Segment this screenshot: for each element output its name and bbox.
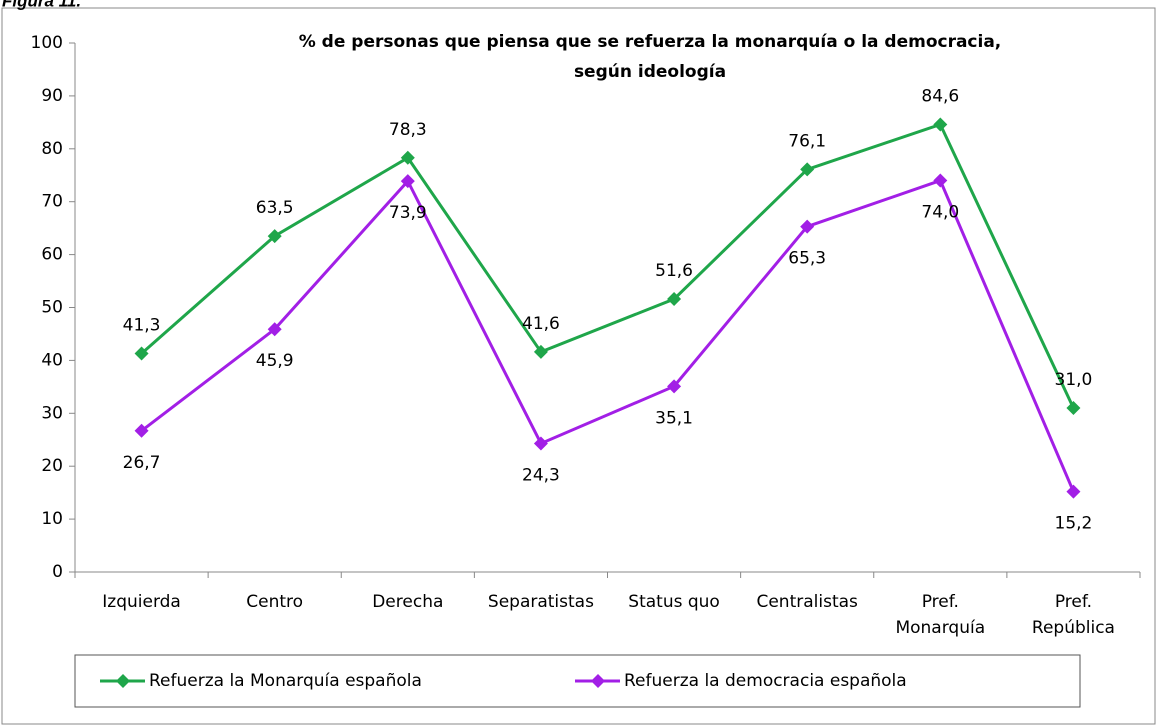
x-tick-label: Status quo <box>628 592 720 612</box>
chart-title: según ideología <box>574 62 726 82</box>
y-tick-label: 100 <box>31 33 63 53</box>
series-line <box>140 122 1075 409</box>
marker <box>667 379 682 394</box>
data-label: 84,6 <box>921 86 959 106</box>
marker <box>533 344 548 359</box>
x-tick-label: Pref. República <box>1032 592 1115 638</box>
data-label: 41,3 <box>123 316 161 336</box>
data-label: 15,2 <box>1055 514 1093 534</box>
marker <box>933 117 948 132</box>
marker <box>134 346 149 361</box>
y-tick-label: 20 <box>41 456 63 476</box>
legend-marker <box>591 674 605 688</box>
data-label: 31,0 <box>1055 370 1093 390</box>
marker <box>400 174 415 189</box>
y-tick-label: 30 <box>41 403 63 423</box>
marker <box>667 292 682 307</box>
data-label: 73,9 <box>389 203 427 223</box>
series-line <box>140 178 1075 493</box>
x-tick-label: Derecha <box>372 592 443 612</box>
marker <box>800 219 815 234</box>
marker <box>800 162 815 177</box>
data-label: 74,0 <box>921 203 959 223</box>
marker <box>533 436 548 451</box>
data-label: 45,9 <box>256 351 294 371</box>
x-tick-label: Centralistas <box>756 592 858 612</box>
figure-label: Figura 11. <box>2 0 81 10</box>
marker <box>267 229 282 244</box>
marker <box>1066 484 1081 499</box>
data-label: 65,3 <box>788 249 826 269</box>
legend <box>74 654 1081 708</box>
data-label: 41,6 <box>522 314 560 334</box>
x-tick-label: Separatistas <box>488 592 594 612</box>
data-label: 35,1 <box>655 408 693 428</box>
y-tick-label: 70 <box>41 192 63 212</box>
y-tick-label: 60 <box>41 245 63 265</box>
data-label: 51,6 <box>655 261 693 281</box>
y-tick-label: 50 <box>41 298 63 318</box>
data-label: 26,7 <box>123 453 161 473</box>
data-label: 76,1 <box>788 131 826 151</box>
x-tick-label: Pref. Monarquía <box>895 592 985 638</box>
data-label: 78,3 <box>389 120 427 140</box>
legend-label: Refuerza la democracia española <box>624 671 907 691</box>
legend-marker <box>116 674 130 688</box>
y-tick-label: 0 <box>52 562 63 582</box>
y-tick-label: 40 <box>41 350 63 370</box>
legend-label: Refuerza la Monarquía española <box>149 671 422 691</box>
data-label: 24,3 <box>522 465 560 485</box>
marker <box>1066 401 1081 416</box>
marker <box>267 322 282 337</box>
marker <box>134 423 149 438</box>
x-tick-label: Centro <box>246 592 303 612</box>
data-label: 63,5 <box>256 198 294 218</box>
marker <box>933 173 948 188</box>
chart-title: % de personas que piensa que se refuerza… <box>299 32 1002 52</box>
y-tick-label: 10 <box>41 509 63 529</box>
marker <box>400 150 415 165</box>
x-tick-label: Izquierda <box>102 592 181 612</box>
y-tick-label: 80 <box>41 139 63 159</box>
y-tick-label: 90 <box>41 86 63 106</box>
frame <box>1 7 1156 725</box>
